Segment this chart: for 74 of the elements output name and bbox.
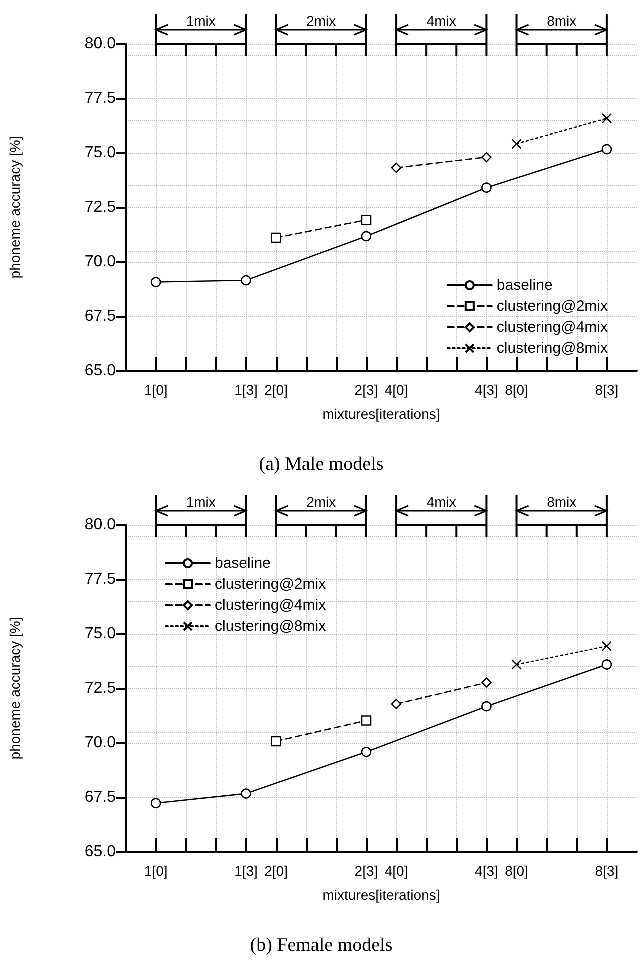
x-tick-label: 1[3] <box>234 863 258 879</box>
text: 4mix <box>426 13 456 29</box>
y-tick-label: 70.0 <box>84 734 116 752</box>
point <box>391 699 402 710</box>
point <box>361 231 372 242</box>
y-tick-label: 72.5 <box>84 680 116 697</box>
legend-label: clustering@2mix <box>496 298 608 315</box>
point <box>150 277 162 288</box>
y-tick-label: 70.0 <box>84 254 116 270</box>
x-tick-label: 2[0] <box>264 382 288 398</box>
y-tick-label: 77.5 <box>84 571 116 588</box>
y-tick-label: 80.0 <box>84 516 116 534</box>
y-axis-title: phoneme accuracy [%] <box>7 136 23 279</box>
text: 2mix <box>306 494 336 510</box>
y-tick-label: 65.0 <box>84 362 116 380</box>
y-axis-title: phoneme accuracy [%] <box>7 617 23 760</box>
y-tick-label: 75.0 <box>84 144 116 162</box>
y-tick-label: 67.5 <box>84 308 116 325</box>
x-tick-label: 8[0] <box>505 382 528 398</box>
point <box>241 788 252 799</box>
x-tick-label: 1[3] <box>234 382 258 398</box>
point <box>482 182 492 194</box>
x-tick-label: 8[3] <box>595 382 619 398</box>
y-tick-label: 80.0 <box>84 36 116 52</box>
point <box>512 138 522 150</box>
text: 1mix <box>186 13 216 29</box>
point <box>361 747 372 758</box>
x-tick-label: 8[0] <box>505 863 528 879</box>
point <box>241 275 252 286</box>
x-axis-title: mixtures[iterations] <box>322 406 440 422</box>
point <box>602 641 612 652</box>
y-tick-label: 77.5 <box>84 90 116 107</box>
legend-label: clustering@8mix <box>215 618 327 635</box>
text: 2mix <box>306 13 336 29</box>
point <box>361 214 372 226</box>
text: 8mix <box>547 13 577 29</box>
point <box>512 660 522 670</box>
point <box>602 660 612 670</box>
point <box>271 232 282 244</box>
x-tick-label: 1[0] <box>144 382 168 398</box>
legend-label: clustering@2mix <box>215 576 327 593</box>
text: (b) Female models <box>250 935 393 956</box>
x-tick-label: 8[3] <box>595 863 619 879</box>
point <box>482 678 492 688</box>
y-tick-label: 72.5 <box>84 199 116 216</box>
point <box>602 144 612 155</box>
point <box>361 716 372 726</box>
legend-label: clustering@4mix <box>496 319 608 336</box>
x-tick-label: 4[3] <box>475 863 498 879</box>
point <box>150 798 162 809</box>
point <box>482 701 492 712</box>
point <box>482 152 492 163</box>
legend-label: baseline <box>215 555 271 572</box>
y-tick-label: 67.5 <box>84 789 116 806</box>
point <box>271 736 282 747</box>
point <box>391 162 402 174</box>
text: 1mix <box>186 494 216 510</box>
x-tick-label: 2[3] <box>354 863 378 879</box>
text: 8mix <box>547 494 577 510</box>
x-tick-label: 1[0] <box>144 863 168 879</box>
x-tick-label: 4[0] <box>384 382 408 398</box>
x-tick-label: 4[3] <box>475 382 498 398</box>
legend-label: clustering@4mix <box>215 597 327 614</box>
y-tick-label: 65.0 <box>84 844 116 860</box>
point <box>602 113 612 124</box>
x-tick-label: 2[3] <box>354 382 378 398</box>
x-tick-label: 4[0] <box>384 863 408 879</box>
x-tick-label: 2[0] <box>264 863 288 879</box>
text: (a) Male models <box>259 454 384 475</box>
legend-label: clustering@8mix <box>496 340 608 357</box>
y-tick-label: 75.0 <box>84 626 116 642</box>
text: 4mix <box>426 494 456 510</box>
x-axis-title: mixtures[iterations] <box>322 887 440 903</box>
legend-label: baseline <box>496 277 553 294</box>
